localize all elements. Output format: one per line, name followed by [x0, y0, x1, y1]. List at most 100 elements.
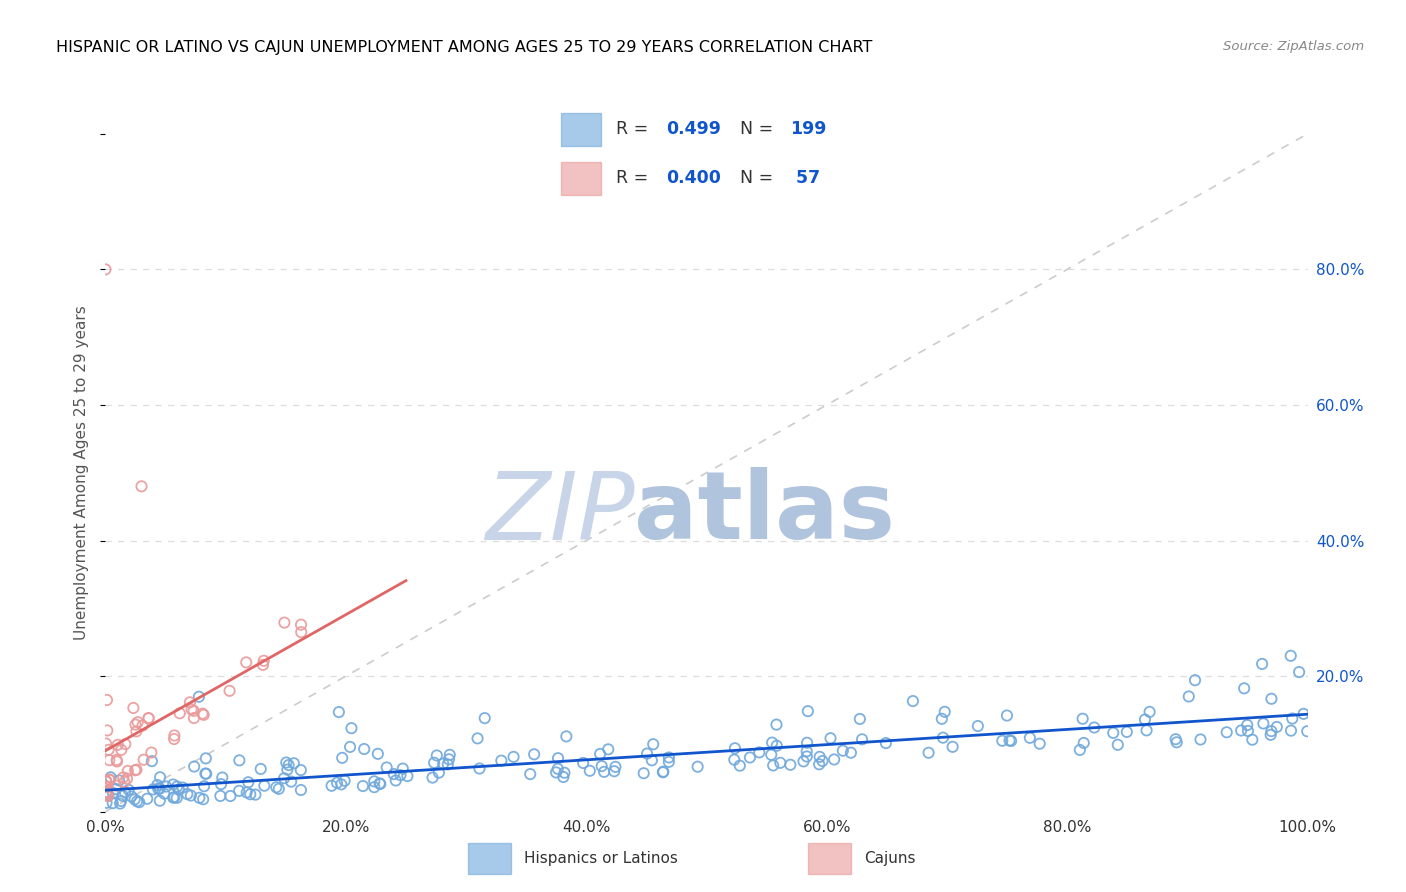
- Hispanics or Latinos: [765, 739, 787, 753]
- Hispanics or Latinos: [96, 786, 118, 800]
- Hispanics or Latinos: [1265, 720, 1288, 734]
- Hispanics or Latinos: [1251, 657, 1274, 671]
- Text: 0.499: 0.499: [666, 120, 721, 138]
- Hispanics or Latinos: [995, 708, 1018, 723]
- Hispanics or Latinos: [97, 789, 120, 803]
- Hispanics or Latinos: [276, 763, 298, 777]
- Hispanics or Latinos: [1260, 724, 1282, 739]
- Hispanics or Latinos: [290, 783, 312, 797]
- Hispanics or Latinos: [875, 736, 897, 750]
- Hispanics or Latinos: [779, 757, 801, 772]
- Hispanics or Latinos: [1107, 738, 1129, 752]
- Hispanics or Latinos: [209, 777, 232, 791]
- Hispanics or Latinos: [1236, 718, 1258, 732]
- Hispanics or Latinos: [128, 795, 150, 809]
- Cajuns: [115, 772, 138, 786]
- Hispanics or Latinos: [273, 771, 295, 785]
- Hispanics or Latinos: [991, 733, 1014, 747]
- Hispanics or Latinos: [1135, 723, 1157, 738]
- Hispanics or Latinos: [149, 794, 172, 808]
- Hispanics or Latinos: [593, 764, 616, 779]
- Cajuns: [105, 779, 128, 793]
- Hispanics or Latinos: [228, 784, 250, 798]
- Hispanics or Latinos: [598, 742, 620, 756]
- Hispanics or Latinos: [761, 736, 783, 750]
- Hispanics or Latinos: [1292, 706, 1315, 721]
- Cajuns: [96, 780, 118, 794]
- Hispanics or Latinos: [153, 787, 176, 801]
- Hispanics or Latinos: [942, 739, 965, 754]
- Cajuns: [138, 711, 160, 725]
- Hispanics or Latinos: [352, 779, 374, 793]
- Hispanics or Latinos: [389, 768, 412, 782]
- Hispanics or Latinos: [966, 719, 988, 733]
- Cajuns: [110, 743, 132, 757]
- Cajuns: [180, 702, 202, 716]
- Hispanics or Latinos: [167, 782, 190, 797]
- Hispanics or Latinos: [839, 746, 862, 760]
- Hispanics or Latinos: [792, 755, 814, 769]
- Hispanics or Latinos: [166, 780, 188, 794]
- Hispanics or Latinos: [114, 785, 136, 799]
- Hispanics or Latinos: [901, 694, 924, 708]
- Cajuns: [193, 707, 215, 722]
- Hispanics or Latinos: [195, 766, 218, 780]
- Cajuns: [105, 755, 128, 769]
- Hispanics or Latinos: [172, 780, 194, 795]
- Hispanics or Latinos: [188, 790, 211, 805]
- Hispanics or Latinos: [1233, 681, 1256, 696]
- Hispanics or Latinos: [100, 770, 122, 784]
- Hispanics or Latinos: [176, 787, 198, 801]
- Hispanics or Latinos: [180, 789, 202, 803]
- Hispanics or Latinos: [796, 749, 818, 764]
- Hispanics or Latinos: [1177, 690, 1199, 704]
- Text: ZIP: ZIP: [485, 468, 634, 559]
- Text: 57: 57: [790, 169, 820, 187]
- Cajuns: [96, 693, 118, 707]
- Hispanics or Latinos: [266, 780, 288, 795]
- Cajuns: [94, 780, 117, 794]
- Hispanics or Latinos: [589, 747, 612, 761]
- Hispanics or Latinos: [187, 690, 209, 704]
- Cajuns: [94, 774, 117, 789]
- Hispanics or Latinos: [723, 753, 745, 767]
- Hispanics or Latinos: [765, 717, 787, 731]
- Hispanics or Latinos: [1279, 723, 1302, 738]
- Hispanics or Latinos: [1260, 728, 1282, 742]
- Hispanics or Latinos: [183, 759, 205, 773]
- Cajuns: [94, 737, 117, 751]
- Hispanics or Latinos: [432, 756, 454, 771]
- Hispanics or Latinos: [748, 745, 770, 759]
- Hispanics or Latinos: [422, 771, 444, 785]
- Hispanics or Latinos: [769, 756, 792, 770]
- Hispanics or Latinos: [162, 778, 184, 792]
- Hispanics or Latinos: [658, 755, 681, 769]
- Hispanics or Latinos: [193, 792, 215, 806]
- Hispanics or Latinos: [391, 762, 413, 776]
- Hispanics or Latinos: [193, 779, 215, 793]
- Hispanics or Latinos: [651, 765, 673, 780]
- Hispanics or Latinos: [427, 765, 450, 780]
- Hispanics or Latinos: [467, 731, 489, 746]
- Hispanics or Latinos: [762, 758, 785, 772]
- Hispanics or Latinos: [808, 749, 831, 764]
- Cajuns: [132, 753, 155, 767]
- Hispanics or Latinos: [148, 782, 170, 797]
- Hispanics or Latinos: [163, 790, 186, 805]
- Hispanics or Latinos: [547, 762, 569, 776]
- Cajuns: [131, 479, 153, 493]
- Cajuns: [183, 704, 205, 718]
- Hispanics or Latinos: [658, 750, 681, 764]
- Hispanics or Latinos: [426, 748, 449, 763]
- Cajuns: [94, 773, 117, 788]
- Hispanics or Latinos: [253, 779, 276, 793]
- Hispanics or Latinos: [1164, 732, 1187, 747]
- Hispanics or Latinos: [363, 774, 385, 789]
- Hispanics or Latinos: [553, 765, 575, 780]
- Hispanics or Latinos: [117, 782, 139, 797]
- Bar: [561, 112, 600, 145]
- Text: Source: ZipAtlas.com: Source: ZipAtlas.com: [1223, 40, 1364, 54]
- Hispanics or Latinos: [633, 766, 655, 780]
- Cajuns: [179, 695, 201, 709]
- Hispanics or Latinos: [738, 750, 761, 764]
